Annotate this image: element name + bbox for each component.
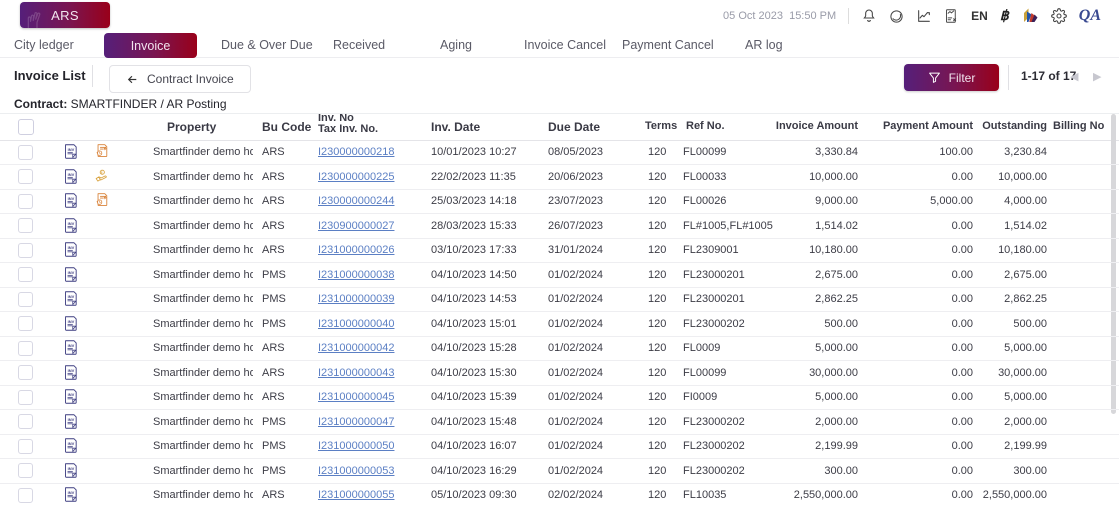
svg-text:INV: INV: [68, 245, 75, 250]
svg-text:INV: INV: [68, 172, 75, 177]
svg-text:INV: INV: [68, 466, 75, 471]
svg-text:INV: INV: [68, 221, 75, 226]
svg-text:INV: INV: [68, 147, 75, 152]
svg-text:INV: INV: [68, 392, 75, 397]
svg-text:INV: INV: [68, 441, 75, 446]
svg-text:INV: INV: [68, 270, 75, 275]
svg-text:$: $: [101, 170, 103, 174]
svg-text:INV: INV: [68, 319, 75, 324]
svg-text:INV: INV: [68, 343, 75, 348]
svg-text:INV: INV: [68, 417, 75, 422]
svg-text:INV: INV: [68, 490, 75, 495]
svg-text:INV: INV: [68, 196, 75, 201]
svg-text:INV: INV: [68, 294, 75, 299]
svg-text:INV: INV: [68, 368, 75, 373]
